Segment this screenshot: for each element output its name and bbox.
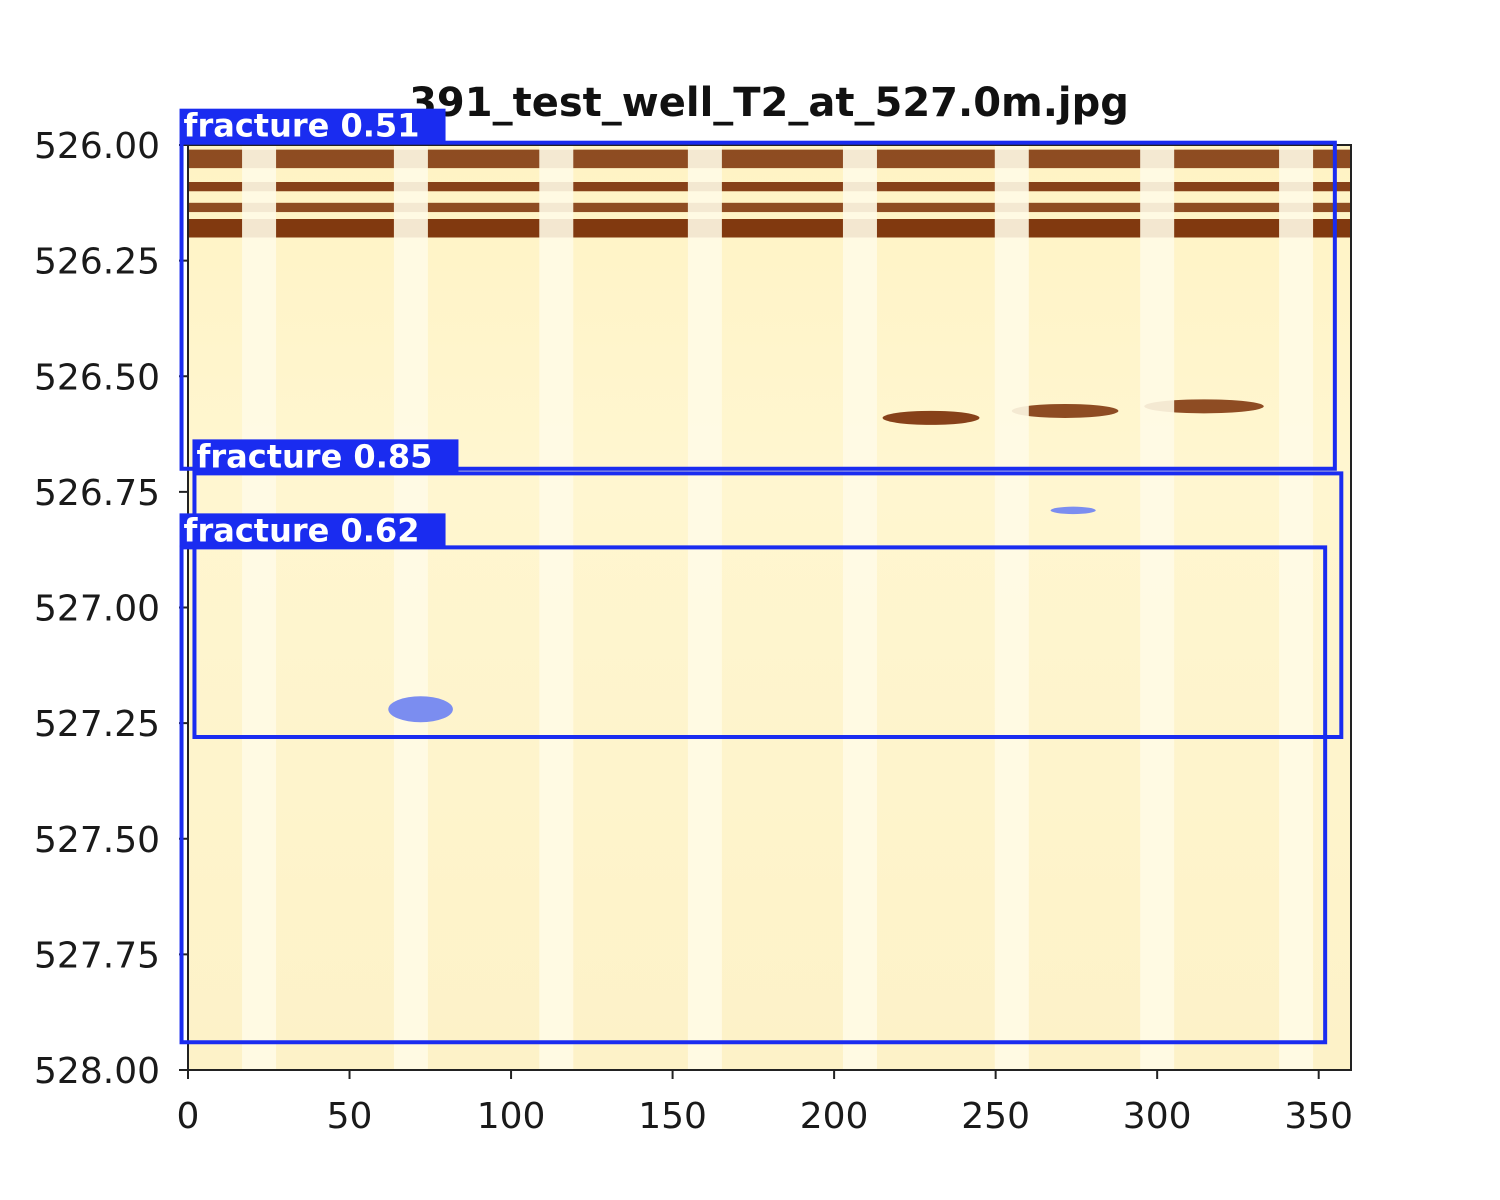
y-tick-label: 527.00 [34,589,160,630]
dark-band-1 [188,149,1351,169]
x-tick-label: 150 [638,1096,707,1137]
y-tick-label: 527.75 [34,935,160,976]
y-tick-label: 526.25 [34,242,160,283]
x-tick-label: 0 [177,1096,200,1137]
pad-gap-stripe-2 [393,145,428,1070]
mask-layer [388,506,1096,723]
detection-layer: fracture 0.51 fracture 0.85 fracture 0.62 [179,107,1344,1045]
fracture-mask-1 [388,696,453,723]
pad-gap-stripe-6 [994,145,1029,1070]
x-tick-label: 200 [800,1096,869,1137]
pad-gap-stripe-3 [539,145,574,1070]
x-tick-label: 100 [477,1096,546,1137]
detection-label-2: fracture 0.85 [196,437,432,475]
pad-gap-stripe-8 [1279,145,1314,1070]
y-tick-label: 526.75 [34,473,160,514]
chart-title: 391_test_well_T2_at_527.0m.jpg [409,80,1129,126]
pad-gap-stripe-4 [687,145,722,1070]
detection-label-3: fracture 0.62 [184,511,420,549]
dark-lens-2 [1011,403,1119,418]
plot-area [188,145,1351,1070]
y-tick-label: 528.00 [34,1051,160,1092]
y-tick-label: 526.00 [34,126,160,167]
pad-gap-stripe-1 [242,145,277,1070]
detection-box-3 [179,545,1328,1045]
y-tick-label: 527.25 [34,704,160,745]
dark-band-2 [188,182,1351,192]
dark-lens-1 [882,410,980,425]
dark-band-layer [188,149,1351,238]
detection-box-1 [179,140,1337,471]
detection-label-bg-3 [179,513,446,548]
pad-gap-stripe-5 [842,145,877,1070]
pad-gap-layer [242,145,1314,1070]
fracture-mask-2 [1050,506,1096,515]
detection-label-bg-1 [179,108,446,143]
y-tick-label: 526.50 [34,357,160,398]
x-tick-label: 350 [1284,1096,1353,1137]
pad-gap-stripe-7 [1140,145,1175,1070]
image-background [188,145,1351,1070]
detection-label-bg-2 [192,439,459,474]
y-tick-label: 527.50 [34,820,160,861]
detection-box-2 [192,471,1344,739]
dark-band-4 [188,219,1351,238]
x-tick-label: 250 [961,1096,1030,1137]
detection-label-1: fracture 0.51 [184,107,420,145]
dark-band-3 [188,202,1351,213]
x-tick-label: 50 [327,1096,373,1137]
axes-layer: 0 50 100 150 200 250 300 350 526.00 526.25 526.50 5… [34,126,1353,1137]
x-tick-label: 300 [1123,1096,1192,1137]
